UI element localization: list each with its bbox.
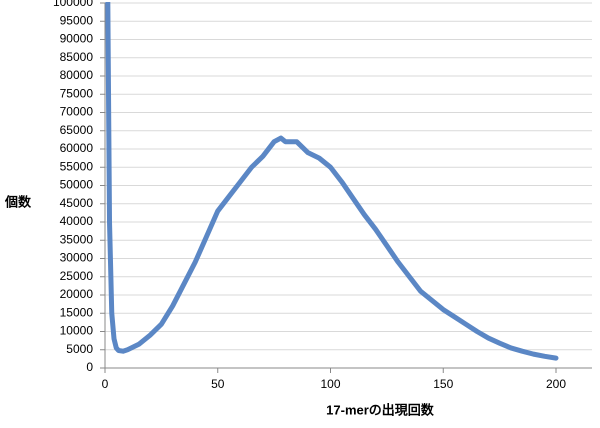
y-tick-label: 45000 xyxy=(60,196,94,210)
y-tick-label: 85000 xyxy=(60,50,94,64)
y-tick-label: 50000 xyxy=(60,178,94,192)
y-tick-label: 55000 xyxy=(60,159,94,173)
x-tick-label: 0 xyxy=(102,377,109,391)
y-tick-label: 40000 xyxy=(60,214,94,228)
y-tick-label: 75000 xyxy=(60,86,94,100)
y-tick-label: 65000 xyxy=(60,123,94,137)
y-tick-label: 60000 xyxy=(60,141,94,155)
x-tick-label: 200 xyxy=(546,377,566,391)
x-tick-label: 100 xyxy=(320,377,340,391)
y-tick-label: 95000 xyxy=(60,13,94,27)
y-tick-label: 25000 xyxy=(60,269,94,283)
y-tick-label: 5000 xyxy=(66,342,93,356)
y-tick-label: 20000 xyxy=(60,287,94,301)
x-axis-label: 17-merの出現回数 xyxy=(326,402,435,417)
y-tick-label: 70000 xyxy=(60,105,94,119)
y-axis-label: 個数 xyxy=(4,194,32,209)
y-tick-label: 0 xyxy=(86,360,93,374)
x-tick-label: 50 xyxy=(211,377,225,391)
x-tick-label: 150 xyxy=(433,377,453,391)
y-tick-label: 30000 xyxy=(60,251,94,265)
y-tick-label: 100000 xyxy=(53,0,93,9)
y-tick-label: 90000 xyxy=(60,32,94,46)
y-tick-label: 80000 xyxy=(60,68,94,82)
data-line xyxy=(105,2,559,361)
y-tick-label: 10000 xyxy=(60,324,94,338)
y-tick-label: 15000 xyxy=(60,305,94,319)
y-tick-label: 35000 xyxy=(60,232,94,246)
